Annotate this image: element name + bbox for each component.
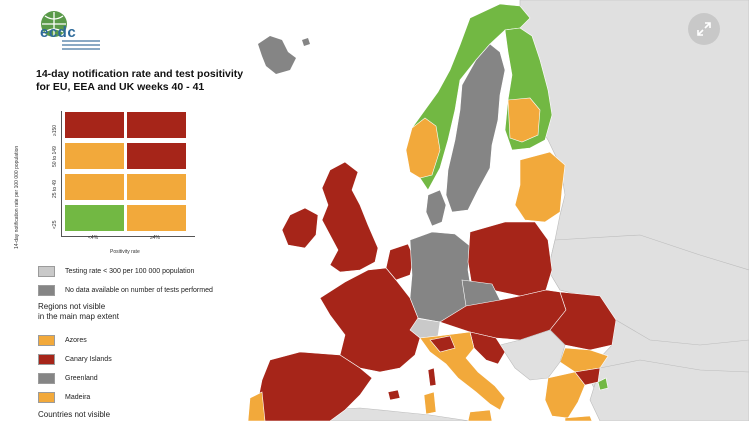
- region-sicily[interactable]: [467, 409, 493, 421]
- legend-region-label: Greenland: [65, 374, 98, 382]
- matrix-cell-r2-c1: [126, 173, 187, 201]
- region-greece[interactable]: [544, 371, 586, 419]
- legend-region-swatch: [38, 334, 55, 346]
- region-italy-north-red[interactable]: [429, 335, 456, 353]
- regions-heading-line-1: Regions not visible: [38, 302, 106, 311]
- x-tick-low: <4%: [88, 235, 99, 241]
- region-finland-south[interactable]: [507, 97, 541, 143]
- matrix-x-axis-label: Positivity rate: [110, 249, 140, 255]
- logo-wordmark: ecdc: [40, 24, 77, 41]
- region-portugal[interactable]: [247, 391, 266, 421]
- countries-heading: Countries not visible: [38, 410, 111, 419]
- y-tick-3: <25: [52, 220, 58, 229]
- title-line-1: 14-day notification rate and test positi…: [36, 68, 244, 80]
- region-baltics[interactable]: [514, 151, 566, 223]
- legend-testing-low-label: Testing rate < 300 per 100 000 populatio…: [65, 267, 195, 275]
- swatch-testing-low: [38, 265, 55, 277]
- x-tick-high: ≥4%: [150, 235, 160, 241]
- region-balearic[interactable]: [387, 389, 401, 401]
- matrix-y-axis-label: 14-day notification rate per 100 000 pop…: [14, 119, 38, 249]
- region-balkans: [499, 329, 566, 381]
- regions-heading: Regions not visible in the main map exte…: [38, 302, 119, 322]
- region-sardinia[interactable]: [423, 391, 437, 415]
- regions-heading-line-2: in the main map extent: [38, 312, 119, 321]
- region-uk[interactable]: [321, 161, 379, 273]
- matrix-cell-r1-c1: [126, 142, 187, 170]
- matrix-cell-r2-c0: [64, 173, 125, 201]
- matrix-cell-r0-c1: [126, 111, 187, 139]
- region-norway-south[interactable]: [405, 117, 441, 179]
- legend-region-label: Madeira: [65, 393, 91, 401]
- y-tick-2: 25 to 49: [52, 179, 58, 198]
- legend-region-item: Greenland: [38, 371, 98, 385]
- y-tick-0: ≥150: [52, 124, 58, 136]
- region-turkey: [589, 359, 749, 421]
- globe-icon: [41, 11, 67, 37]
- legend-no-data-label: No data available on number of tests per…: [65, 286, 213, 294]
- legend-region-item: Azores: [38, 333, 87, 347]
- legend-region-item: Madeira: [38, 390, 90, 404]
- region-france[interactable]: [319, 267, 421, 373]
- region-crete[interactable]: [564, 415, 593, 421]
- region-denmark[interactable]: [425, 189, 447, 227]
- map-title: 14-day notification rate and test positi…: [36, 68, 243, 94]
- matrix-y-axis-line: [61, 111, 62, 237]
- y-tick-1: 50 to 149: [52, 146, 58, 167]
- legend-region-swatch: [38, 353, 55, 365]
- matrix-cell-r3-c0: [64, 204, 125, 232]
- region-ireland[interactable]: [281, 207, 319, 249]
- non-eu-land-ukraine: [547, 234, 749, 346]
- legend-region-label: Azores: [65, 336, 87, 344]
- matrix-x-axis-line: [61, 236, 195, 237]
- matrix-cell-r3-c1: [126, 204, 187, 232]
- expand-button[interactable]: [688, 13, 720, 45]
- expand-icon: [697, 22, 711, 36]
- legend-no-data: No data available on number of tests per…: [38, 283, 213, 297]
- region-sweden[interactable]: [445, 43, 506, 213]
- y-axis-label-text: 14-day notification rate per 100 000 pop…: [14, 145, 20, 249]
- legend-matrix: [64, 111, 194, 233]
- logo-subtext: [62, 40, 100, 52]
- legend-region-swatch: [38, 391, 55, 403]
- swatch-no-data: [38, 284, 55, 296]
- legend-region-swatch: [38, 372, 55, 384]
- matrix-cell-r1-c0: [64, 142, 125, 170]
- title-line-2: for EU, EEA and UK weeks 40 - 41: [36, 81, 205, 93]
- svalbard: [258, 36, 296, 74]
- region-green-small[interactable]: [597, 377, 609, 391]
- region-corsica[interactable]: [427, 367, 437, 387]
- matrix-cell-r0-c0: [64, 111, 125, 139]
- svalbard-small: [302, 38, 310, 46]
- legend-region-item: Canary Islands: [38, 352, 112, 366]
- legend-region-label: Canary Islands: [65, 355, 112, 363]
- legend-testing-low: Testing rate < 300 per 100 000 populatio…: [38, 264, 194, 278]
